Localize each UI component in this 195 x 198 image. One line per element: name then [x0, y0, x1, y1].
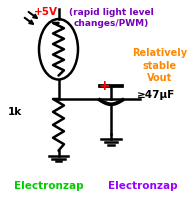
- Text: (rapid light level
changes/PWM): (rapid light level changes/PWM): [69, 8, 153, 28]
- Text: +5V: +5V: [34, 7, 58, 17]
- Text: +: +: [98, 79, 110, 93]
- Text: Electronzap: Electronzap: [14, 181, 84, 191]
- Text: Relatively
stable
Vout: Relatively stable Vout: [132, 49, 187, 83]
- Text: ≥47μF: ≥47μF: [136, 90, 175, 100]
- Text: Electronzap: Electronzap: [107, 181, 177, 191]
- Text: 1k: 1k: [8, 107, 22, 117]
